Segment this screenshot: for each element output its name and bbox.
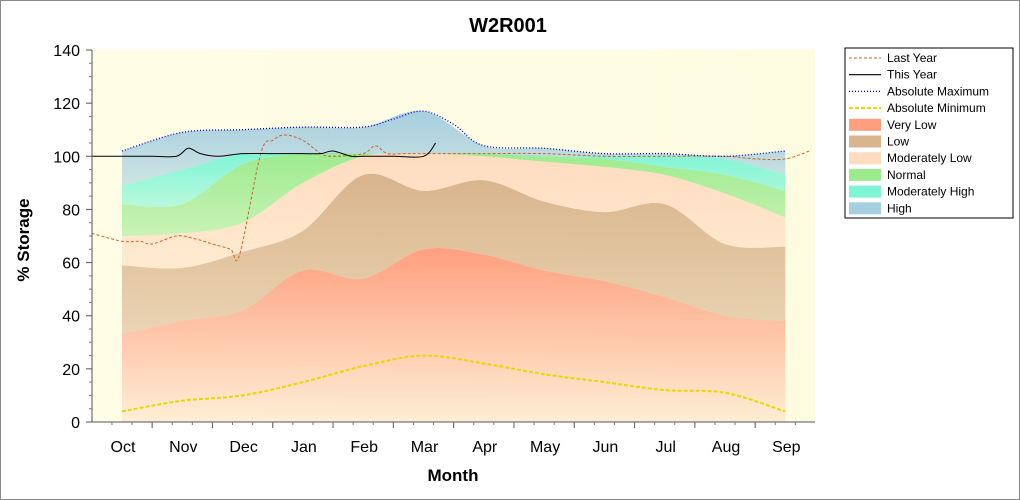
y-tick-label: 40 — [62, 309, 80, 326]
band-high — [122, 110, 786, 186]
legend-label-this-year: This Year — [887, 68, 937, 82]
legend-swatch-moderately-high — [849, 185, 881, 198]
band-low — [122, 173, 786, 335]
legend-swatch-very-low — [849, 118, 881, 131]
x-tick-label: Mar — [411, 439, 439, 456]
y-tick-label: 140 — [53, 43, 80, 60]
legend-label-moderately-low: Moderately Low — [887, 151, 972, 165]
y-tick-label: 60 — [62, 256, 80, 273]
line-last-year — [91, 134, 810, 262]
legend-label-high: High — [887, 201, 912, 215]
legend-label-absolute-minimum: Absolute Minimum — [887, 101, 986, 115]
legend-label-low: Low — [887, 135, 909, 149]
line-absolute-minimum — [121, 354, 786, 413]
y-tick-label: 20 — [62, 362, 80, 379]
legend-swatch-high — [849, 202, 881, 215]
x-tick-label: Nov — [169, 439, 197, 456]
band-normal — [122, 152, 786, 236]
x-tick-label: Jul — [655, 439, 675, 456]
x-tick-label: May — [530, 439, 560, 456]
legend-label-moderately-high: Moderately High — [887, 185, 974, 199]
legend-swatch-moderately-low — [849, 152, 881, 165]
legend-label-last-year: Last Year — [887, 51, 937, 65]
y-tick-label: 0 — [71, 415, 80, 432]
x-tick-label: Feb — [350, 439, 378, 456]
x-tick-label: Sep — [772, 439, 801, 456]
legend-label-very-low: Very Low — [887, 118, 937, 132]
legend-label-absolute-maximum: Absolute Maximum — [887, 84, 989, 98]
line-this-year — [91, 142, 436, 158]
legend: Last Year This Year Absolute Maximum Absolu… — [844, 47, 1014, 219]
y-axis-title: % Storage — [14, 198, 33, 281]
x-tick-label: Oct — [111, 439, 136, 456]
x-axis-title: Month — [428, 466, 479, 485]
legend-label-normal: Normal — [887, 168, 926, 182]
band-moderately-low — [122, 153, 786, 269]
chart-title: W2R001 — [469, 15, 547, 37]
x-tick-label: Dec — [229, 439, 257, 456]
x-tick-label: Aug — [712, 439, 740, 456]
legend-swatch-normal — [849, 168, 881, 181]
band-very-low — [122, 247, 786, 422]
x-tick-label: Apr — [472, 439, 498, 456]
y-tick-label: 120 — [53, 96, 80, 113]
y-tick-label: 80 — [62, 202, 80, 219]
y-tick-label: 100 — [53, 149, 80, 166]
x-tick-label: Jun — [593, 439, 619, 456]
legend-swatch-low — [849, 135, 881, 148]
x-tick-label: Jan — [291, 439, 317, 456]
